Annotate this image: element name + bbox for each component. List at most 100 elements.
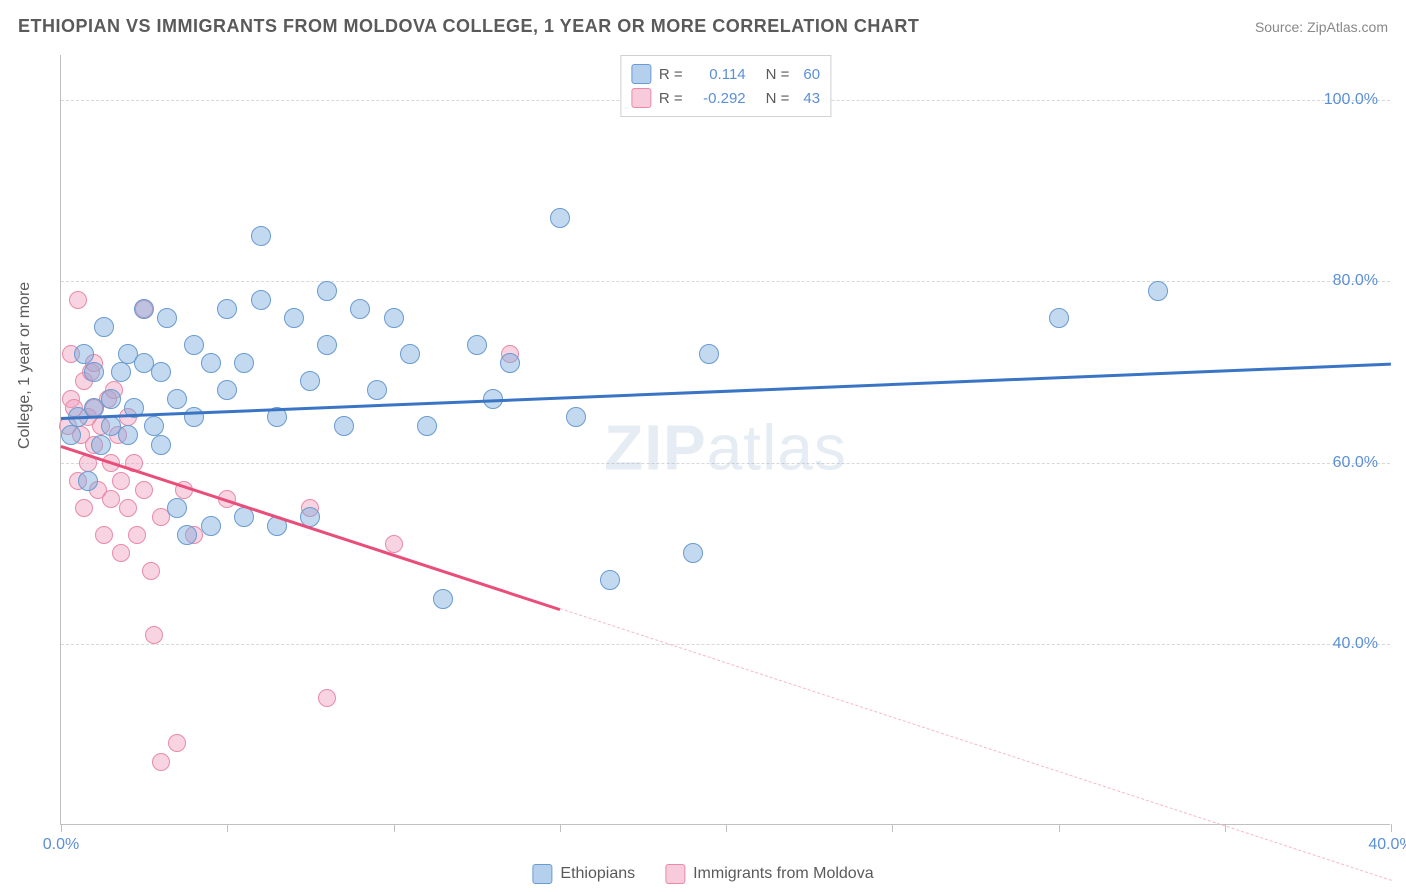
data-point (217, 380, 237, 400)
legend-item: Ethiopians (532, 864, 635, 884)
legend-swatch (631, 88, 651, 108)
x-tick (394, 824, 395, 832)
chart-title: ETHIOPIAN VS IMMIGRANTS FROM MOLDOVA COL… (18, 16, 919, 37)
watermark-light: atlas (707, 411, 847, 483)
data-point (367, 380, 387, 400)
data-point (683, 543, 703, 563)
trend-line (560, 608, 1392, 881)
legend-swatch (631, 64, 651, 84)
data-point (112, 544, 130, 562)
y-tick-label: 40.0% (1333, 635, 1378, 653)
data-point (111, 362, 131, 382)
data-point (433, 589, 453, 609)
data-point (234, 353, 254, 373)
data-point (234, 507, 254, 527)
source-prefix: Source: (1255, 19, 1307, 35)
x-tick-label: 0.0% (43, 836, 79, 854)
x-tick (61, 824, 62, 832)
legend-label: Immigrants from Moldova (693, 865, 874, 883)
data-point (317, 335, 337, 355)
data-point (119, 499, 137, 517)
data-point (61, 425, 81, 445)
data-point (151, 362, 171, 382)
data-point (300, 371, 320, 391)
data-point (152, 753, 170, 771)
scatter-plot-area: R = 0.114 N = 60 R = -0.292 N = 43 ZIPatlas 40.… (60, 55, 1390, 825)
y-tick-label: 80.0% (1333, 272, 1378, 290)
data-point (284, 308, 304, 328)
data-point (400, 344, 420, 364)
legend-label: Ethiopians (560, 865, 635, 883)
data-point (94, 317, 114, 337)
data-point (157, 308, 177, 328)
data-point (144, 416, 164, 436)
data-point (145, 626, 163, 644)
x-tick (560, 824, 561, 832)
x-tick-label: 40.0% (1368, 836, 1406, 854)
x-tick (892, 824, 893, 832)
n-value: 60 (803, 66, 820, 83)
source-name: ZipAtlas.com (1307, 19, 1388, 35)
data-point (101, 389, 121, 409)
data-point (177, 525, 197, 545)
x-tick (227, 824, 228, 832)
data-point (128, 526, 146, 544)
source-attribution: Source: ZipAtlas.com (1255, 19, 1388, 35)
data-point (334, 416, 354, 436)
data-point (142, 562, 160, 580)
data-point (500, 353, 520, 373)
data-point (1049, 308, 1069, 328)
r-value: 0.114 (691, 66, 746, 83)
n-label: N = (766, 66, 790, 83)
series-legend: Ethiopians Immigrants from Moldova (532, 864, 873, 884)
legend-item: Immigrants from Moldova (665, 864, 874, 884)
y-axis-label: College, 1 year or more (16, 282, 34, 449)
correlation-legend: R = 0.114 N = 60 R = -0.292 N = 43 (620, 55, 831, 117)
data-point (151, 435, 171, 455)
data-point (385, 535, 403, 553)
data-point (74, 344, 94, 364)
data-point (467, 335, 487, 355)
data-point (167, 389, 187, 409)
n-value: 43 (803, 90, 820, 107)
legend-swatch (665, 864, 685, 884)
data-point (184, 335, 204, 355)
y-tick-label: 60.0% (1333, 454, 1378, 472)
data-point (384, 308, 404, 328)
x-tick (726, 824, 727, 832)
r-label: R = (659, 90, 683, 107)
data-point (118, 425, 138, 445)
data-point (91, 435, 111, 455)
data-point (75, 499, 93, 517)
data-point (134, 299, 154, 319)
r-value: -0.292 (691, 90, 746, 107)
data-point (317, 281, 337, 301)
data-point (201, 353, 221, 373)
legend-row: R = -0.292 N = 43 (631, 86, 820, 110)
y-tick-label: 100.0% (1324, 91, 1378, 109)
watermark-bold: ZIP (604, 411, 707, 483)
data-point (417, 416, 437, 436)
data-point (1148, 281, 1168, 301)
data-point (168, 734, 186, 752)
data-point (318, 689, 336, 707)
data-point (135, 481, 153, 499)
data-point (699, 344, 719, 364)
data-point (112, 472, 130, 490)
data-point (78, 471, 98, 491)
data-point (167, 498, 187, 518)
gridline-horizontal (61, 644, 1390, 645)
data-point (102, 490, 120, 508)
trend-line (61, 363, 1391, 420)
data-point (251, 290, 271, 310)
data-point (251, 226, 271, 246)
data-point (217, 299, 237, 319)
legend-row: R = 0.114 N = 60 (631, 62, 820, 86)
data-point (95, 526, 113, 544)
r-label: R = (659, 66, 683, 83)
gridline-horizontal (61, 281, 1390, 282)
n-label: N = (766, 90, 790, 107)
x-tick (1391, 824, 1392, 832)
data-point (201, 516, 221, 536)
data-point (69, 291, 87, 309)
